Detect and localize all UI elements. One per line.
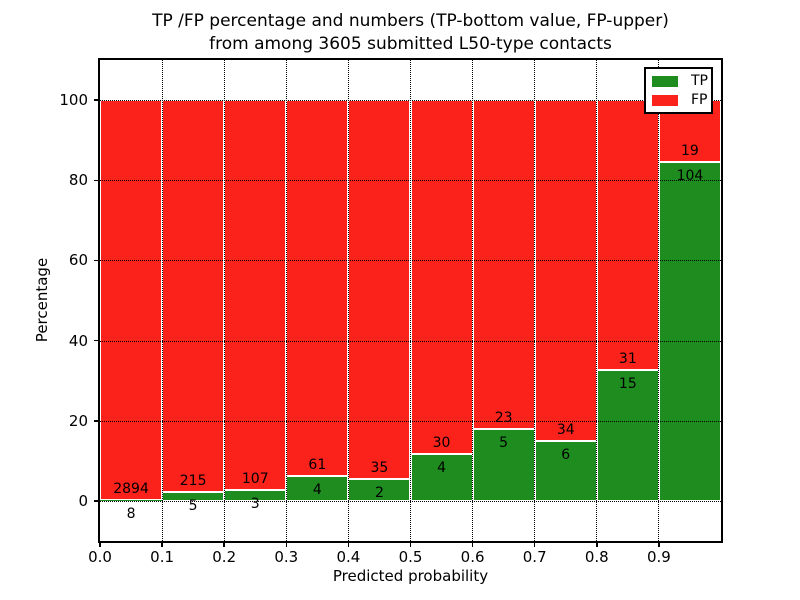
tp-count-label: 4 <box>312 482 322 499</box>
plot-area: 2894 8 215 5 107 3 61 4 35 2 30 4 23 5 34 6 31 15 19 104 <box>100 60 721 541</box>
x-tick-label: 0.5 <box>398 548 423 566</box>
legend: TP FP <box>644 67 713 114</box>
tp-bar-segment <box>658 162 721 501</box>
x-tick-mark <box>596 543 598 547</box>
y-tick-label: 60 <box>68 251 88 270</box>
x-tick-label: 0.2 <box>212 548 237 566</box>
x-tick-label: 0.7 <box>522 548 547 566</box>
x-tick-mark <box>347 543 350 547</box>
x-tick-mark <box>409 543 412 547</box>
tp-legend-swatch <box>652 75 678 87</box>
y-tick-mark <box>94 99 98 101</box>
tp-legend-label: TP <box>691 73 708 89</box>
x-tick-label: 0.3 <box>274 548 299 566</box>
x-tick-label: 0.4 <box>336 548 361 566</box>
fp-count-label: 30 <box>432 434 451 451</box>
chart-title: TP /FP percentage and numbers (TP-bottom… <box>100 10 721 56</box>
x-tick-mark <box>161 543 163 547</box>
x-tick-label: 0.9 <box>646 548 671 566</box>
axis-spine-left <box>98 58 100 543</box>
chart-title-line2: from among 3605 submitted L50-type conta… <box>209 34 612 54</box>
chart-title-line1: TP /FP percentage and numbers (TP-bottom… <box>152 11 669 31</box>
fp-bar-segment <box>410 100 473 454</box>
legend-item-tp: TP <box>652 73 708 89</box>
v-gridline <box>534 60 536 541</box>
fp-bar-segment <box>534 100 597 441</box>
axis-spine-right <box>721 58 723 543</box>
fp-bar-segment <box>472 100 535 430</box>
x-tick-label: 0.6 <box>460 548 485 566</box>
tp-bar-segment <box>224 489 287 501</box>
fp-count-label: 35 <box>370 460 389 477</box>
fp-count-label: 215 <box>179 472 207 489</box>
legend-item-fp: FP <box>652 92 708 108</box>
y-tick-label: 80 <box>68 171 88 190</box>
y-tick-label: 40 <box>68 331 88 350</box>
v-gridline <box>285 60 287 541</box>
x-axis-label: Predicted probability <box>332 567 489 585</box>
tp-count-label: 6 <box>561 446 571 463</box>
tp-count-label: 104 <box>676 168 704 184</box>
v-gridline <box>596 60 598 541</box>
fp-bar-segment <box>348 100 411 480</box>
x-tick-mark <box>223 543 225 547</box>
v-gridline <box>161 60 163 541</box>
fp-count-label: 107 <box>241 470 269 487</box>
fp-count-label: 23 <box>494 410 513 427</box>
x-tick-mark <box>99 543 101 547</box>
y-tick-label: 100 <box>59 91 88 110</box>
x-tick-mark <box>658 543 660 547</box>
v-gridline <box>472 60 474 541</box>
y-tick-label: 20 <box>68 411 88 430</box>
y-tick-mark <box>94 420 98 422</box>
x-tick-mark <box>285 543 288 547</box>
tp-bar-segment <box>472 429 535 501</box>
axis-spine-bottom <box>98 541 723 543</box>
fp-legend-swatch <box>652 94 678 106</box>
fp-count-label: 2894 <box>113 480 149 497</box>
y-tick-mark <box>94 259 98 262</box>
x-tick-label: 0.1 <box>150 548 175 566</box>
y-tick-label: 0 <box>78 491 88 510</box>
y-tick-mark <box>94 179 98 181</box>
x-tick-label: 0.8 <box>584 548 609 566</box>
fp-legend-label: FP <box>691 92 708 108</box>
fp-bar-segment <box>100 100 163 500</box>
fp-count-label: 61 <box>308 457 327 474</box>
fp-bar-segment <box>596 100 659 371</box>
tp-count-label: 4 <box>437 459 447 476</box>
tp-bar-segment <box>348 479 411 501</box>
fp-count-label: 34 <box>556 421 575 438</box>
tp-count-label: 15 <box>618 376 637 393</box>
tp-count-label: 5 <box>188 497 198 514</box>
tp-count-label: 5 <box>499 435 509 452</box>
tp-bar-segment <box>100 499 163 501</box>
y-tick-mark <box>94 500 98 502</box>
fp-count-label: 31 <box>618 351 637 368</box>
fp-bar-segment <box>224 100 287 490</box>
tp-bar-segment <box>162 491 225 501</box>
tp-count-label: 8 <box>126 505 136 522</box>
x-tick-mark <box>471 543 474 547</box>
tp-count-label: 3 <box>250 495 260 512</box>
y-tick-mark <box>94 339 98 342</box>
tp-count-label: 2 <box>374 485 384 502</box>
v-gridline <box>223 60 225 541</box>
x-tick-label: 0.0 <box>88 548 112 566</box>
tp-bar-segment <box>596 370 659 501</box>
fp-bar-segment <box>286 100 349 477</box>
fp-count-label: 19 <box>681 143 699 159</box>
axis-spine-top <box>98 58 723 60</box>
v-gridline <box>658 60 660 541</box>
tp-bar-segment <box>286 476 349 501</box>
fp-bar-segment <box>162 100 225 492</box>
v-gridline <box>410 60 411 541</box>
x-tick-mark <box>533 543 536 547</box>
tp-bar-segment <box>534 440 597 501</box>
y-axis-label: Percentage <box>33 257 51 343</box>
v-gridline <box>347 60 349 541</box>
tp-bar-segment <box>410 453 473 501</box>
